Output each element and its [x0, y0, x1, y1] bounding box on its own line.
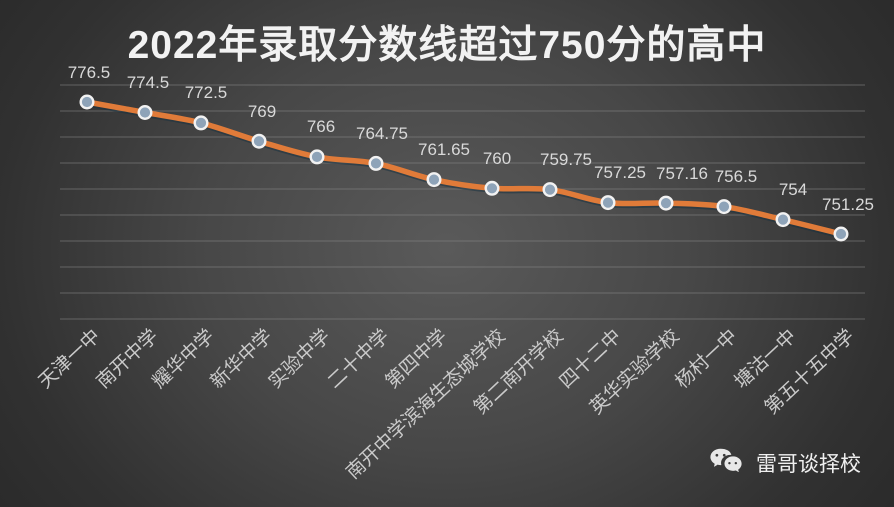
svg-text:761.65: 761.65 — [418, 140, 470, 159]
svg-text:756.5: 756.5 — [715, 167, 758, 186]
svg-text:759.75: 759.75 — [540, 150, 592, 169]
svg-text:774.5: 774.5 — [127, 73, 170, 92]
svg-text:754: 754 — [779, 180, 807, 199]
svg-text:766: 766 — [307, 117, 335, 136]
svg-text:760: 760 — [483, 149, 511, 168]
svg-text:769: 769 — [248, 102, 276, 121]
svg-text:764.75: 764.75 — [356, 124, 408, 143]
svg-text:757.25: 757.25 — [594, 163, 646, 182]
svg-text:751.25: 751.25 — [822, 195, 874, 214]
svg-text:772.5: 772.5 — [185, 83, 228, 102]
svg-text:776.5: 776.5 — [68, 63, 111, 82]
svg-text:757.16: 757.16 — [656, 164, 708, 183]
